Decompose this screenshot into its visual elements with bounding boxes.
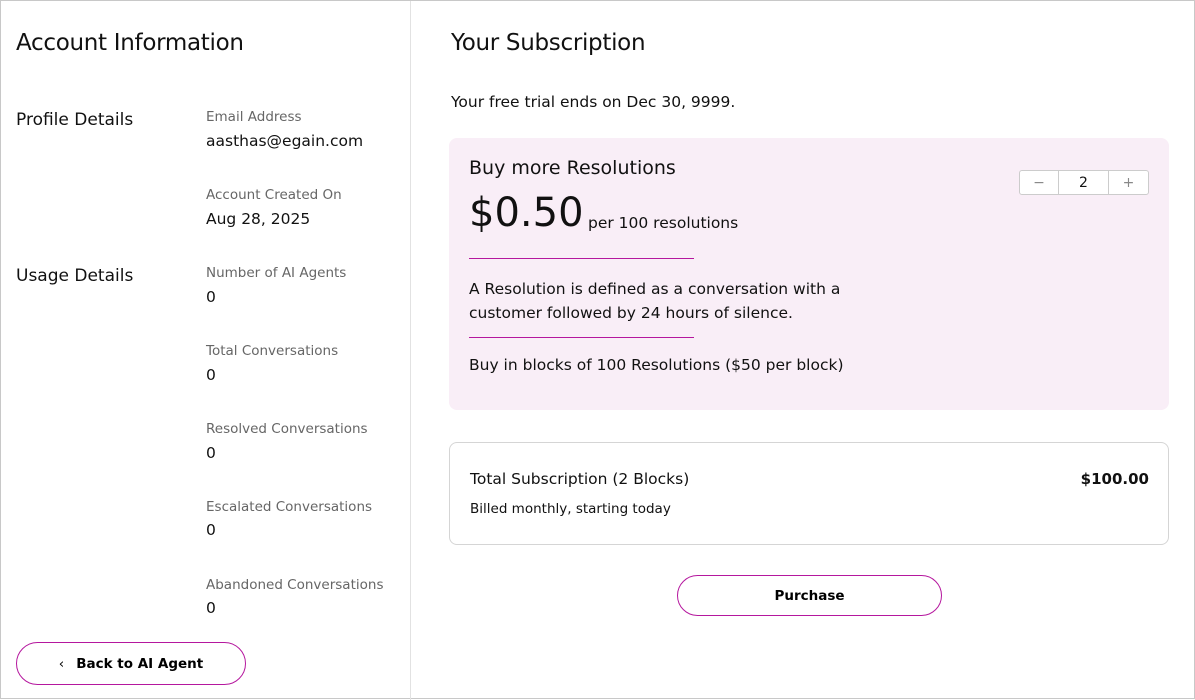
definition-line-1: A Resolution is defined as a conversatio… [469,280,841,298]
plus-button[interactable]: + [1122,174,1135,191]
quantity-stepper[interactable]: − 2 + [1019,170,1149,195]
profile-details-heading: Profile Details [16,110,134,130]
ai-agents-label: Number of AI Agents [206,265,347,281]
created-value: Aug 28, 2025 [206,210,311,228]
total-subscription-box: Total Subscription (2 Blocks) $100.00 Bi… [449,442,1169,545]
quantity-input[interactable]: 2 [1059,171,1109,194]
total-conversations-label: Total Conversations [206,343,339,359]
account-information-panel: Account Information Profile Details Emai… [1,1,411,700]
buy-resolutions-card: Buy more Resolutions $0.50 per 100 resol… [449,138,1169,410]
resolved-conversations-value: 0 [206,444,216,462]
purchase-button[interactable]: Purchase [677,575,942,616]
email-value: aasthas@egain.com [206,132,364,150]
price: $0.50 [469,190,584,236]
escalated-conversations-label: Escalated Conversations [206,499,373,515]
back-button-label: Back to AI Agent [76,655,204,672]
total-label: Total Subscription (2 Blocks) [470,470,690,488]
abandoned-conversations-label: Abandoned Conversations [206,577,384,593]
subscription-title: Your Subscription [451,30,646,56]
abandoned-conversations-value: 0 [206,599,216,617]
usage-details-heading: Usage Details [16,266,134,286]
account-title: Account Information [16,30,244,56]
card-title: Buy more Resolutions [469,157,676,179]
price-unit: per 100 resolutions [588,214,739,232]
chevron-left-icon: ‹ [58,655,65,672]
email-label: Email Address [206,109,302,125]
definition-line-2: customer followed by 24 hours of silence… [469,304,793,322]
minus-button[interactable]: − [1020,171,1059,194]
created-label: Account Created On [206,187,342,203]
total-conversations-value: 0 [206,366,216,384]
blocks-text: Buy in blocks of 100 Resolutions ($50 pe… [469,356,844,374]
billing-text: Billed monthly, starting today [470,501,671,517]
escalated-conversations-value: 0 [206,521,216,539]
resolution-definition: A Resolution is defined as a conversatio… [469,277,840,325]
total-amount: $100.00 [1080,470,1149,488]
divider [469,258,694,259]
subscription-panel: Your Subscription Your free trial ends o… [412,1,1194,700]
trial-text: Your free trial ends on Dec 30, 9999. [451,93,736,111]
divider [469,337,694,338]
ai-agents-value: 0 [206,288,216,306]
back-to-ai-agent-button[interactable]: ‹ Back to AI Agent [16,642,246,685]
resolved-conversations-label: Resolved Conversations [206,421,368,437]
